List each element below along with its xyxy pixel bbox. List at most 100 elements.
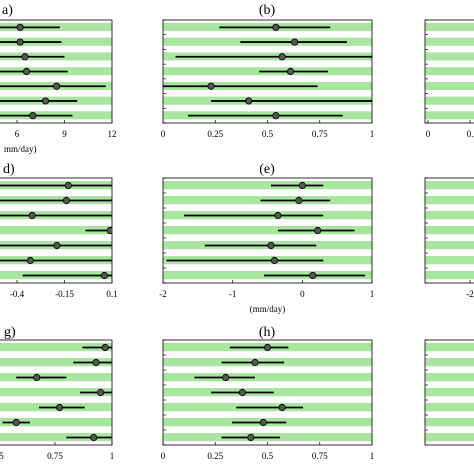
- panel-7-point: [12, 418, 20, 427]
- panel-1-xtick-label: 12: [108, 129, 117, 139]
- panel-3-band: [425, 81, 474, 90]
- panel-3-band: [425, 52, 474, 61]
- panel-2-xtick-label: 0: [161, 129, 166, 139]
- panel-8-point: [278, 403, 286, 412]
- panel-4-point: [26, 256, 34, 265]
- panel-1-frame: [0, 19, 113, 124]
- panel-3-band: [425, 67, 474, 76]
- panel-4-label: d): [3, 162, 15, 177]
- panel-9-band: [425, 388, 474, 397]
- panel-7-band: [0, 418, 112, 427]
- panel-1-point: [16, 38, 24, 46]
- panel-2-point: [286, 67, 295, 76]
- panel-7-band: [0, 343, 112, 352]
- panel-4-point: [100, 271, 109, 280]
- panel-8-point: [222, 373, 230, 382]
- panel-8-xtick-label: 0: [161, 451, 166, 461]
- panel-1-label: a): [2, 3, 13, 18]
- panel-3-band: [425, 96, 474, 105]
- panel-7-point: [97, 388, 105, 397]
- panel-1-point: [16, 23, 24, 31]
- panel-4-point: [62, 196, 71, 205]
- panel-7-point: [92, 358, 100, 367]
- panel-7-band: [0, 433, 112, 442]
- panel-7-xtick-label: 0.75: [47, 451, 63, 461]
- panel-3-xtick-label: 0: [426, 129, 431, 139]
- panel-7-point: [101, 343, 109, 352]
- panel-5-point: [270, 256, 279, 265]
- panel-2-point: [245, 97, 253, 105]
- panel-2-xtick-label: 0.75: [312, 129, 328, 139]
- panel-4-xtick-label: -0.15: [55, 289, 74, 299]
- panel-1-point: [21, 53, 29, 61]
- panel-5-xtick-label: 1: [370, 289, 375, 299]
- panel-3-band: [425, 23, 474, 32]
- panel-4-point: [53, 241, 61, 250]
- panel-8-point: [263, 343, 272, 352]
- panel-2-point: [272, 112, 280, 120]
- panel-8-band: [163, 373, 372, 382]
- panel-5-frame: [162, 177, 373, 284]
- panel-9-band: [425, 358, 474, 367]
- panel-3-band: [425, 111, 474, 120]
- panel-6-xtick-label: -2: [466, 289, 474, 299]
- panel-9-band: [425, 403, 474, 412]
- panel-6-frame: [424, 177, 474, 284]
- panel-9-frame: [424, 339, 474, 446]
- panel-2-xtick-label: 0.25: [207, 129, 223, 139]
- panel-8-xtick-label: 0.75: [312, 451, 328, 461]
- panel-2-label: (b): [259, 3, 276, 18]
- panel-4-point: [106, 226, 112, 235]
- panel-8-point: [247, 433, 255, 442]
- panel-6-band: [425, 196, 474, 205]
- panel-5-xtick-label: -2: [159, 289, 167, 299]
- panel-5-xtick-label: -1: [229, 289, 237, 299]
- panel-5-band: [163, 226, 372, 235]
- panel-2-xtick-label: 1: [370, 129, 375, 139]
- panel-6-band: [425, 211, 474, 220]
- panel-4-point: [28, 211, 36, 220]
- panel-1-xlabel: mm/day): [4, 144, 37, 154]
- panel-9-band: [425, 433, 474, 442]
- panel-7-label: g): [4, 325, 16, 340]
- panel-4-point: [64, 181, 72, 190]
- panel-6-band: [425, 241, 474, 250]
- panel-7-xtick-label: 1: [110, 451, 115, 461]
- panel-8-point: [259, 418, 267, 427]
- panel-6-band: [425, 271, 474, 280]
- panel-4-xtick-label: 0.1: [106, 289, 117, 299]
- panel-7-band: [0, 388, 112, 397]
- panel-4-xtick-label: -0.4: [10, 289, 25, 299]
- panel-4-band: [0, 226, 112, 235]
- panel-5-point: [267, 241, 275, 250]
- panel-7-point: [90, 433, 98, 442]
- panel-3-band: [425, 37, 474, 46]
- panel-5-band: [163, 181, 372, 190]
- panel-5-point: [314, 226, 322, 235]
- panel-5-point: [295, 196, 303, 205]
- panel-2-point: [291, 38, 299, 46]
- panel-5-point: [309, 271, 317, 280]
- panel-5-xlabel: (mm/day): [250, 304, 286, 314]
- panel-1-xtick-label: 9: [62, 129, 67, 139]
- panel-7-point: [55, 403, 64, 412]
- panel-1-point: [22, 67, 31, 76]
- panel-5-point: [298, 181, 306, 190]
- panel-9-band: [425, 418, 474, 427]
- panel-6-band: [425, 226, 474, 235]
- panel-6-band: [425, 256, 474, 265]
- panel-5-label: (e): [259, 162, 275, 177]
- panel-8-label: (h): [259, 325, 276, 340]
- panel-8-point: [251, 358, 259, 367]
- panel-3-xtick-label: 0.: [467, 129, 474, 139]
- panel-1-point: [41, 97, 50, 105]
- panel-7-point: [33, 373, 41, 382]
- panel-8-xtick-label: 0.25: [207, 451, 223, 461]
- panel-5-point: [274, 211, 282, 220]
- panel-3-frame: [424, 19, 474, 124]
- panel-2-point: [278, 53, 286, 61]
- panel-5-xtick-label: 0: [300, 289, 305, 299]
- panel-1-xtick-label: 6: [15, 129, 20, 139]
- panel-7-band: [0, 358, 112, 367]
